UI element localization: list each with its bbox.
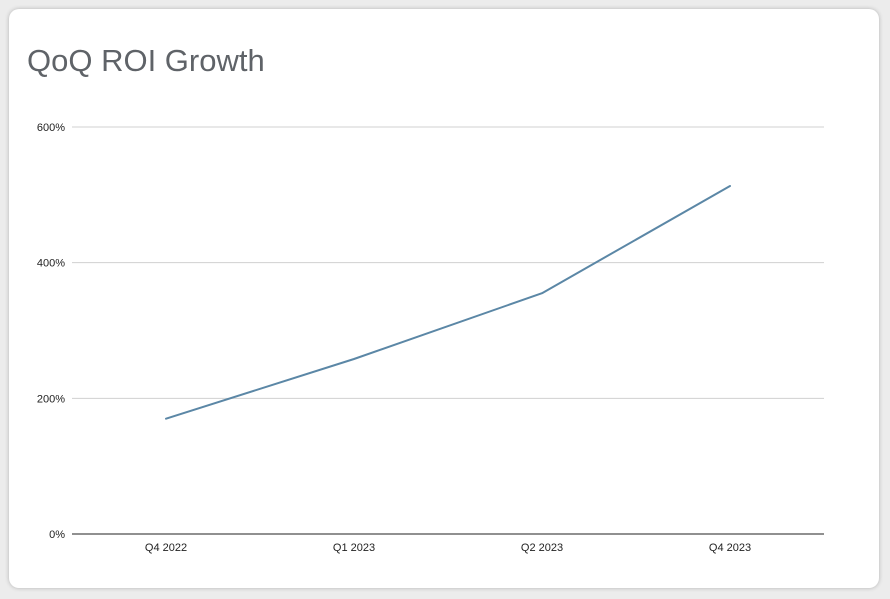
- chart-title: QoQ ROI Growth: [27, 43, 265, 78]
- y-tick-label: 600%: [37, 122, 65, 134]
- chart-card: QoQ ROI Growth: [9, 9, 879, 588]
- y-tick-label: 0%: [49, 529, 65, 541]
- x-tick-label: Q4 2022: [145, 542, 187, 554]
- series-line: [165, 185, 731, 420]
- y-tick-label: 200%: [37, 393, 65, 405]
- x-tick-label: Q2 2023: [521, 542, 563, 554]
- x-tick-label: Q4 2023: [709, 542, 751, 554]
- x-tick-label: Q1 2023: [333, 542, 375, 554]
- y-tick-label: 400%: [37, 258, 65, 270]
